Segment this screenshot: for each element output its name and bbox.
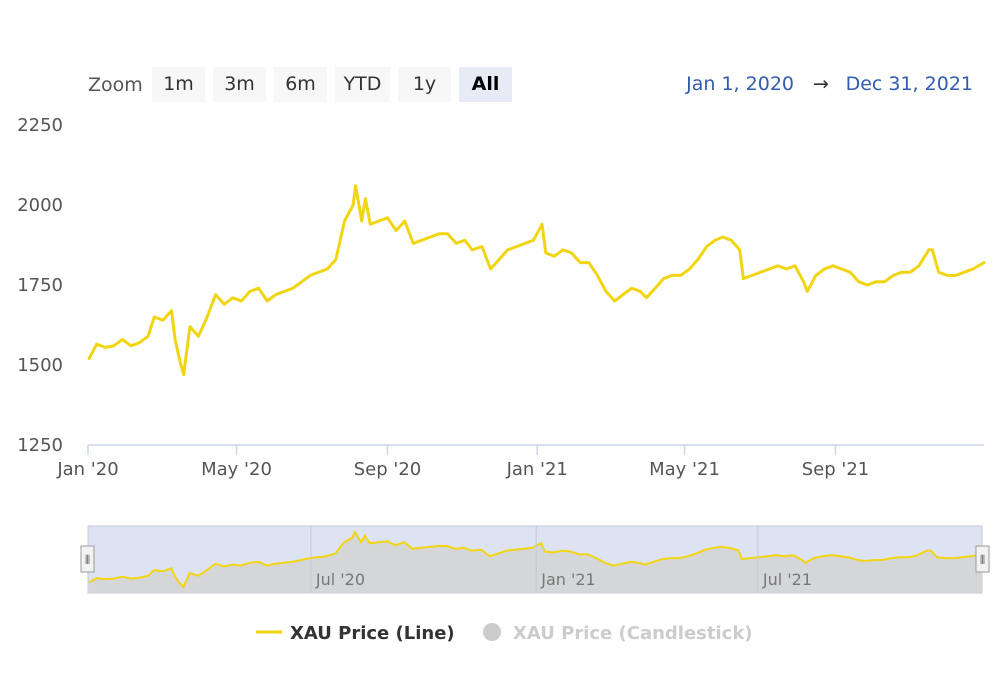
navigator-left-handle-box[interactable]	[80, 545, 95, 573]
navigator: Jul '20 Jan '21 Jul '21 ⦀ ⦀	[80, 525, 990, 594]
range-from-date[interactable]: Jan 1, 2020	[685, 73, 794, 95]
navigator-right-handle[interactable]: ⦀	[975, 545, 990, 573]
zoom-button-3m-bg[interactable]	[213, 67, 266, 102]
price-series-line	[87, 184, 986, 377]
zoom-button-3m[interactable]: 3m	[213, 67, 266, 102]
x-tick-label: Jan '20	[56, 459, 118, 480]
zoom-button-6m-bg[interactable]	[274, 67, 327, 102]
plot-area: 1250 1500 1750 2000 2250 Jan '20 May '20 Sep '…	[17, 115, 986, 480]
zoom-button-3m-label[interactable]: 3m	[224, 73, 255, 95]
navigator-right-handle-box[interactable]	[975, 545, 990, 573]
zoom-button-all-label[interactable]: All	[472, 73, 500, 95]
legend: XAU Price (Line) XAU Price (Candlestick)	[256, 623, 753, 644]
legend-item-candlestick[interactable]: XAU Price (Candlestick)	[483, 623, 753, 644]
navigator-right-handle-grip[interactable]: ⦀	[980, 553, 985, 567]
zoom-label: Zoom	[88, 74, 143, 96]
legend-line-label[interactable]: XAU Price (Line)	[290, 623, 455, 644]
zoom-button-ytd-label[interactable]: YTD	[343, 73, 382, 95]
navigator-left-handle-grip[interactable]: ⦀	[85, 553, 90, 567]
zoom-button-1y-label[interactable]: 1y	[413, 73, 436, 95]
range-arrow: →	[813, 73, 829, 95]
navigator-tick-label: Jan '21	[540, 570, 596, 589]
y-axis-labels: 1250 1500 1750 2000 2250	[17, 115, 63, 456]
navigator-left-handle[interactable]: ⦀	[80, 545, 95, 573]
y-tick-label: 1500	[17, 355, 63, 376]
navigator-series-line	[88, 529, 983, 589]
navigator-tick-label: Jul '21	[762, 570, 812, 589]
navigator-tick-label: Jul '20	[315, 570, 365, 589]
zoom-button-ytd-bg[interactable]	[335, 67, 390, 102]
navigator-ticks: Jul '20 Jan '21 Jul '21	[310, 526, 812, 593]
zoom-button-all[interactable]: All	[459, 67, 512, 102]
range-selector: Zoom 1m 3m 6m YTD 1y All Jan 1, 2020 → D…	[88, 67, 973, 102]
legend-item-line[interactable]: XAU Price (Line)	[256, 623, 455, 644]
x-tick-label: Sep '21	[802, 459, 870, 480]
x-tick-label: May '20	[201, 459, 272, 480]
zoom-button-1m-label[interactable]: 1m	[163, 73, 194, 95]
zoom-button-ytd[interactable]: YTD	[335, 67, 390, 102]
zoom-button-1y-bg[interactable]	[398, 67, 451, 102]
x-tick-label: Sep '20	[354, 459, 422, 480]
legend-candlestick-label[interactable]: XAU Price (Candlestick)	[513, 623, 753, 644]
zoom-button-1m[interactable]: 1m	[152, 67, 205, 102]
y-tick-label: 2250	[17, 115, 63, 136]
x-tick-label: Jan '21	[506, 459, 568, 480]
navigator-series-area	[89, 532, 982, 593]
legend-candlestick-symbol[interactable]	[483, 623, 501, 641]
zoom-button-1m-bg[interactable]	[152, 67, 205, 102]
zoom-button-all-bg[interactable]	[459, 67, 512, 102]
x-tick-label: May '21	[649, 459, 720, 480]
range-to-date[interactable]: Dec 31, 2021	[846, 73, 973, 95]
x-axis-ticks: Jan '20 May '20 Sep '20 Jan '21 May '21 Sep '…	[56, 445, 869, 480]
y-tick-label: 1750	[17, 275, 63, 296]
zoom-button-6m[interactable]: 6m	[274, 67, 327, 102]
y-tick-label: 1250	[17, 435, 63, 456]
y-tick-label: 2000	[17, 195, 63, 216]
zoom-button-6m-label[interactable]: 6m	[285, 73, 316, 95]
zoom-button-1y[interactable]: 1y	[398, 67, 451, 102]
